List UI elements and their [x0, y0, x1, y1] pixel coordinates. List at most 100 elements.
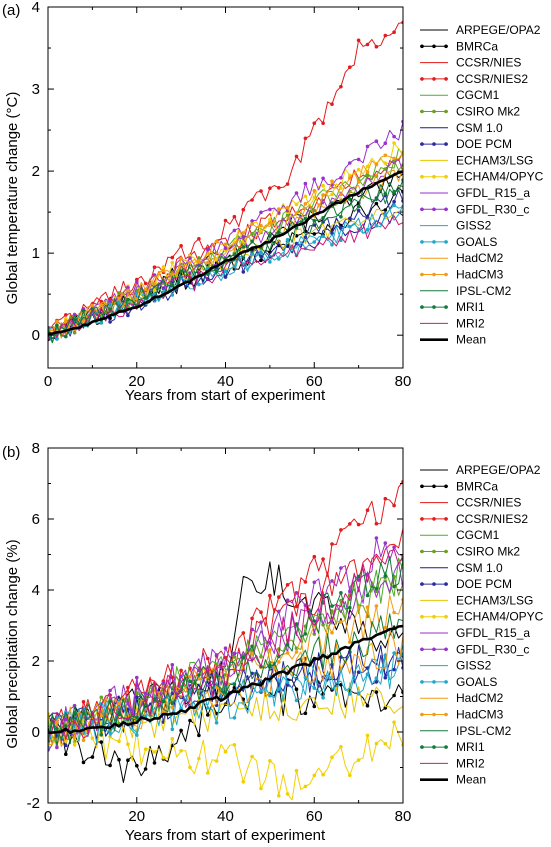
series-marker-echam4-opyc: [392, 141, 396, 145]
series-marker-gfdl-r30-c: [179, 674, 183, 679]
series-marker-mri1: [330, 604, 334, 608]
series-marker-csiro-mk2: [232, 655, 237, 659]
series-marker-ccsr-nies2: [268, 186, 272, 190]
series-marker-ccsr-nies2: [250, 198, 254, 202]
x-tick-label: 40: [217, 808, 234, 825]
legend-item-csiro-mk2: CSIRO Mk2: [420, 545, 520, 559]
series-marker-gfdl-r30-c: [135, 280, 139, 285]
legend-label: CGCM1: [456, 88, 500, 102]
series-marker-gfdl-r30-c: [339, 176, 343, 180]
series-marker-hadcm3: [277, 207, 281, 211]
series-marker-echam4-opyc: [294, 768, 299, 773]
series-marker-hadcm3: [223, 242, 228, 246]
series-marker-echam4-opyc: [170, 260, 175, 265]
legend-item-mri1: MRI1: [420, 740, 485, 754]
series-marker-hadcm3: [250, 222, 254, 226]
series-marker-echam4-opyc: [312, 195, 317, 200]
series-marker-goals: [250, 252, 254, 256]
series-marker-hadcm3: [214, 239, 219, 244]
series-marker-csiro-mk2: [339, 598, 343, 603]
y-tick-label: 0: [32, 724, 40, 741]
series-marker-echam4-opyc: [365, 164, 370, 169]
legend-item-gfdl-r15-a: GFDL_R15_a: [420, 186, 530, 200]
series-marker-ccsr-nies2: [312, 554, 317, 559]
series-marker-echam4-opyc: [392, 720, 396, 724]
series-marker-ccsr-nies2: [392, 503, 396, 508]
series-marker-ccsr-nies2: [179, 668, 183, 673]
series-marker-gfdl-r30-c: [232, 651, 237, 656]
series-marker-echam4-opyc: [330, 192, 334, 197]
legend-label: CCSR/NIES: [456, 56, 521, 70]
series-marker-doe-pcm: [303, 235, 308, 240]
legend-item-mri1: MRI1: [420, 300, 485, 314]
panel-b-label: (b): [2, 444, 20, 461]
series-marker-hadcm3: [277, 660, 281, 664]
series-marker-mri1: [374, 197, 379, 201]
legend-marker: [432, 305, 436, 309]
series-marker-mri1: [161, 699, 166, 704]
legend-label: CCSR/NIES2: [456, 512, 528, 526]
legend-marker: [432, 582, 436, 586]
series-marker-csiro-mk2: [99, 695, 104, 700]
legend-marker: [432, 614, 436, 619]
series-marker-echam4-opyc: [321, 183, 325, 188]
series-marker-mri1: [321, 216, 325, 220]
series-marker-hadcm3: [392, 610, 396, 615]
legend-marker: [444, 142, 448, 146]
legend-item-ipsl-cm2: IPSL-CM2: [420, 724, 512, 738]
series-marker-hadcm3: [365, 170, 370, 174]
legend-marker: [420, 272, 424, 277]
legend-item-gfdl-r15-a: GFDL_R15_a: [420, 626, 530, 640]
legend-label: CGCM1: [456, 528, 500, 542]
series-marker-ccsr-nies2: [374, 521, 379, 526]
series-marker-goals: [365, 227, 370, 232]
series-marker-csiro-mk2: [365, 173, 370, 178]
series-marker-goals: [214, 721, 219, 725]
series-marker-goals: [383, 212, 388, 217]
legend-label: IPSL-CM2: [456, 284, 512, 298]
series-marker-ccsr-nies2: [383, 496, 388, 501]
series-marker-goals: [206, 706, 210, 710]
series-marker-echam4-opyc: [232, 743, 237, 747]
series-marker-echam4-opyc: [170, 737, 175, 741]
series-marker-ccsr-nies2: [259, 189, 263, 193]
series-marker-bmrca: [64, 752, 68, 756]
series-marker-gfdl-r30-c: [312, 580, 317, 585]
series-marker-bmrca: [312, 704, 317, 709]
panel-a: (a) Global temperature change (°C) Years…: [2, 0, 411, 404]
series-marker-goals: [135, 733, 139, 737]
legend-item-cgcm1: CGCM1: [420, 88, 500, 102]
series-marker-goals: [321, 695, 325, 700]
legend-item-doe-pcm: DOE PCM: [420, 137, 512, 151]
legend-marker: [444, 647, 448, 652]
series-marker-hadcm3: [383, 153, 388, 158]
series-marker-bmrca: [206, 713, 210, 717]
series-marker-gfdl-r30-c: [356, 157, 361, 162]
series-marker-csiro-mk2: [72, 330, 77, 335]
series-marker-gfdl-r30-c: [392, 134, 396, 139]
series-marker-ccsr-nies2: [241, 631, 246, 635]
series-line-cgcm1: [48, 557, 403, 746]
series-marker-mri1: [64, 724, 68, 728]
series-marker-gfdl-r30-c: [108, 299, 112, 304]
legend-marker: [420, 614, 424, 619]
series-marker-ccsr-nies2: [126, 685, 130, 690]
legend-label: GISS2: [456, 659, 492, 673]
series-marker-mri1: [126, 297, 130, 302]
series-marker-ccsr-nies2: [312, 121, 317, 125]
series-marker-echam4-opyc: [285, 792, 290, 796]
series-marker-hadcm3: [55, 319, 59, 324]
series-marker-ccsr-nies2: [321, 121, 325, 125]
series-marker-gfdl-r30-c: [126, 285, 130, 290]
legend-item-gfdl-r30-c: GFDL_R30_c: [420, 642, 529, 656]
legend-marker: [432, 109, 436, 114]
series-marker-mri1: [81, 711, 86, 715]
legend-label: ECHAM3/LSG: [456, 593, 533, 607]
series-marker-bmrca: [188, 718, 192, 723]
series-marker-goals: [232, 264, 237, 269]
series-marker-echam4-opyc: [365, 733, 370, 738]
legend-label: GFDL_R15_a: [456, 626, 530, 640]
legend-marker: [444, 174, 448, 179]
series-marker-bmrca: [90, 755, 95, 759]
legend-label: CSIRO Mk2: [456, 545, 520, 559]
